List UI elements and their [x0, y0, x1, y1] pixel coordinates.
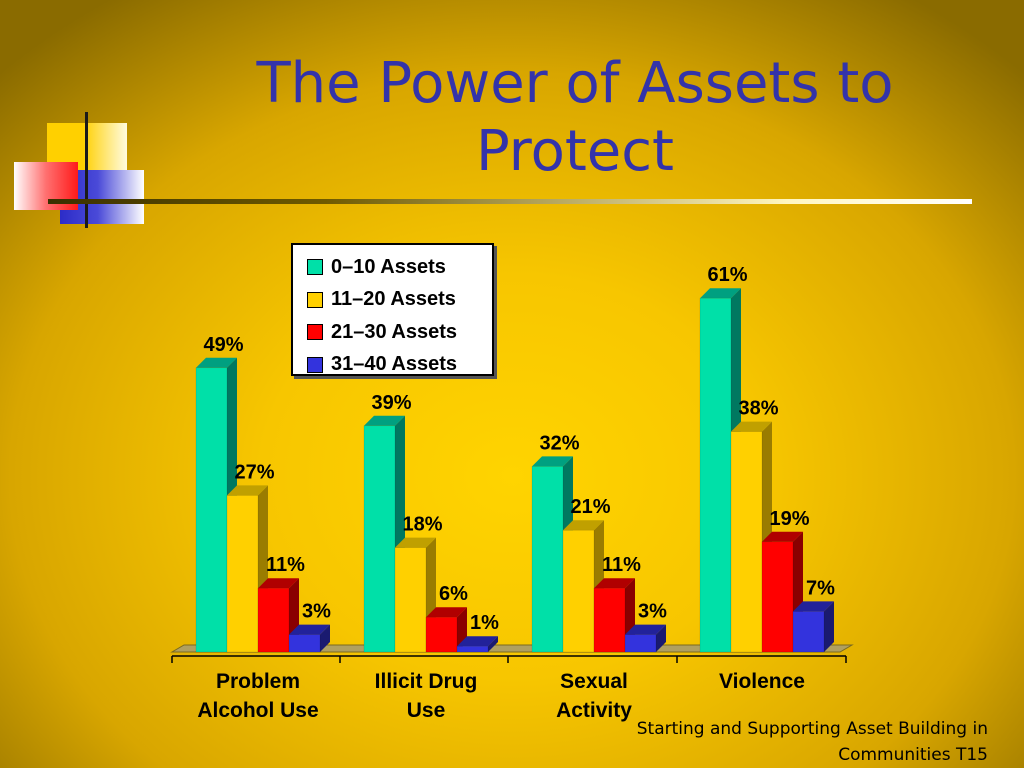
bar-top	[563, 520, 604, 531]
legend-swatch	[307, 324, 323, 341]
category-label: Violence	[719, 670, 805, 693]
bar-side	[824, 601, 834, 652]
category-label: Problem Alcohol Use	[197, 670, 318, 722]
slide-title: The Power of Assets to Protect	[256, 51, 894, 184]
bar	[792, 611, 825, 653]
data-label: 6%	[439, 583, 468, 605]
bar-side	[656, 624, 666, 652]
legend-item: 11–20 Assets	[307, 284, 492, 317]
data-label: 11%	[602, 554, 641, 576]
bar	[730, 431, 763, 653]
data-label: 27%	[234, 461, 274, 483]
bar-top	[700, 288, 741, 299]
data-label: 3%	[638, 601, 667, 623]
legend-label: 31–40 Assets	[331, 353, 458, 376]
data-label: 32%	[539, 432, 579, 454]
bar-top	[532, 456, 573, 467]
bar-top	[793, 601, 834, 612]
bar-top	[457, 636, 498, 647]
legend-swatch	[307, 259, 323, 276]
slide-footer: Starting and Supporting Asset Building i…	[637, 716, 988, 768]
data-label: 3%	[302, 601, 331, 623]
bar-top	[426, 607, 467, 618]
bar-top	[594, 578, 635, 589]
bar	[531, 466, 564, 653]
bar-side	[488, 636, 498, 652]
bar	[699, 297, 732, 653]
bar-top	[289, 624, 330, 635]
category-label: Sexual Activity	[556, 670, 632, 722]
footer-line: Starting and Supporting Asset Building i…	[636, 719, 988, 739]
title-divider	[48, 199, 972, 204]
legend-label: 21–30 Assets	[331, 320, 458, 343]
bar	[257, 587, 290, 653]
bar-side	[320, 624, 330, 652]
bar-top	[258, 578, 299, 589]
bar	[363, 425, 396, 653]
data-label: 39%	[371, 392, 411, 414]
bar	[624, 634, 657, 653]
data-label: 21%	[570, 496, 610, 518]
data-label: 11%	[266, 554, 305, 576]
legend-label: 11–20 Assets	[331, 288, 456, 311]
footer-line: Communities T15	[838, 745, 988, 765]
bar-top	[227, 485, 268, 496]
bar	[288, 634, 321, 653]
deco-vertical-line	[85, 112, 88, 228]
legend-item: 0–10 Assets	[307, 251, 492, 284]
data-label: 38%	[738, 398, 778, 420]
data-label: 7%	[806, 577, 835, 599]
bar-top	[625, 624, 666, 635]
bar-top	[196, 357, 237, 368]
bar-top	[364, 415, 405, 426]
bar	[456, 645, 489, 653]
bar	[761, 541, 794, 653]
bar	[425, 616, 458, 653]
legend-item: 21–30 Assets	[307, 316, 492, 349]
bar-top	[395, 537, 436, 548]
bar	[562, 529, 595, 653]
bar	[195, 367, 228, 653]
category-label: Illicit Drug Use	[375, 670, 478, 722]
bar-top	[731, 421, 772, 432]
data-label: 49%	[203, 334, 243, 356]
data-label: 19%	[769, 508, 809, 530]
legend-swatch	[307, 356, 323, 373]
legend-item: 31–40 Assets	[307, 349, 492, 382]
bar-top	[762, 531, 803, 542]
bar	[226, 495, 259, 653]
legend-label: 0–10 Assets	[331, 255, 446, 278]
data-label: 61%	[707, 264, 747, 286]
legend-swatch	[307, 291, 323, 308]
data-label: 1%	[470, 612, 499, 634]
chart-legend: 0–10 Assets 11–20 Assets 21–30 Assets 31…	[291, 243, 494, 376]
bar	[593, 587, 626, 653]
data-label: 18%	[402, 514, 442, 536]
bar	[394, 547, 427, 653]
